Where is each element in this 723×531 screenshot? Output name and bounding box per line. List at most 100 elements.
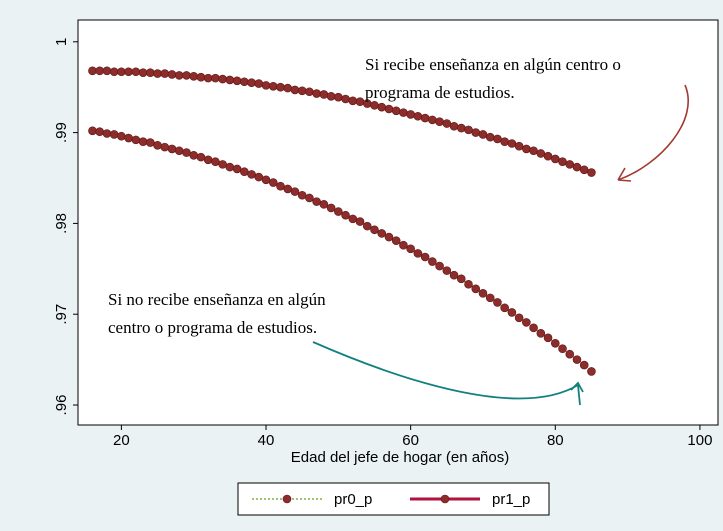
point xyxy=(391,236,401,245)
point xyxy=(348,214,358,224)
point xyxy=(95,127,104,136)
point xyxy=(146,138,155,147)
point xyxy=(305,193,314,203)
legend-marker xyxy=(282,494,292,504)
point xyxy=(211,157,220,166)
point xyxy=(478,130,488,139)
point xyxy=(391,106,401,116)
point xyxy=(138,68,148,77)
point xyxy=(131,135,141,145)
point xyxy=(478,289,488,298)
point xyxy=(529,146,538,156)
x-tick-label: 60 xyxy=(402,432,419,449)
point xyxy=(493,298,502,307)
point xyxy=(565,349,575,359)
point xyxy=(514,313,524,323)
point xyxy=(247,170,256,179)
y-tick-label: 1 xyxy=(53,38,70,46)
point xyxy=(558,344,567,354)
annotation-arrow xyxy=(570,381,584,393)
point xyxy=(572,162,582,172)
x-tick-label: 40 xyxy=(258,432,275,449)
legend-label: pr0_p xyxy=(334,491,372,508)
point xyxy=(268,178,278,187)
point xyxy=(283,83,293,93)
point xyxy=(500,137,509,146)
point xyxy=(464,125,473,135)
point xyxy=(370,225,379,235)
point xyxy=(471,284,481,294)
point xyxy=(167,70,177,79)
point xyxy=(572,355,582,364)
point xyxy=(558,157,567,166)
point xyxy=(413,111,423,121)
x-tick-label: 20 xyxy=(113,432,130,449)
point xyxy=(240,167,249,176)
point xyxy=(456,123,466,133)
point xyxy=(420,252,430,262)
point xyxy=(334,207,343,216)
point xyxy=(529,323,538,333)
point xyxy=(225,162,235,172)
point xyxy=(406,244,415,254)
point xyxy=(297,190,307,200)
point xyxy=(254,79,264,88)
point xyxy=(283,184,293,194)
point xyxy=(297,86,307,96)
point xyxy=(247,78,256,87)
y-tick-label: .97 xyxy=(53,304,70,325)
point xyxy=(124,67,133,77)
point xyxy=(384,104,394,114)
point xyxy=(326,91,336,101)
point xyxy=(507,308,517,317)
point xyxy=(240,77,249,87)
point xyxy=(550,338,560,348)
point xyxy=(377,102,387,112)
point xyxy=(536,328,546,338)
point xyxy=(500,303,509,313)
point xyxy=(341,210,350,220)
point xyxy=(507,139,517,148)
point xyxy=(587,168,596,177)
point xyxy=(485,132,495,142)
point xyxy=(153,141,162,150)
point xyxy=(174,71,184,80)
point xyxy=(413,249,423,258)
point xyxy=(305,87,314,97)
point xyxy=(225,75,235,85)
point xyxy=(406,110,415,119)
point xyxy=(420,113,430,123)
point xyxy=(131,67,141,77)
point xyxy=(88,66,97,76)
point xyxy=(319,200,329,209)
point xyxy=(196,72,206,82)
point xyxy=(276,181,285,191)
point xyxy=(399,108,408,117)
point xyxy=(362,221,372,231)
point xyxy=(117,67,126,77)
point xyxy=(449,121,459,131)
point xyxy=(543,333,553,343)
annotation-arrow xyxy=(312,341,581,406)
point xyxy=(565,160,575,169)
point xyxy=(493,134,502,144)
point xyxy=(326,203,336,213)
point xyxy=(203,155,213,165)
point xyxy=(174,146,184,156)
point xyxy=(88,126,97,136)
point xyxy=(261,175,271,185)
point xyxy=(348,96,358,106)
point xyxy=(543,151,553,161)
point xyxy=(428,257,437,266)
point xyxy=(138,137,148,146)
point xyxy=(117,131,126,141)
x-axis-title: Edad del jefe de hogar (en años) xyxy=(291,449,510,466)
y-tick-label: .99 xyxy=(53,122,70,143)
point xyxy=(355,217,365,226)
point xyxy=(312,89,321,98)
point xyxy=(522,144,531,154)
point xyxy=(182,71,191,80)
point xyxy=(254,172,264,182)
point xyxy=(384,232,394,242)
